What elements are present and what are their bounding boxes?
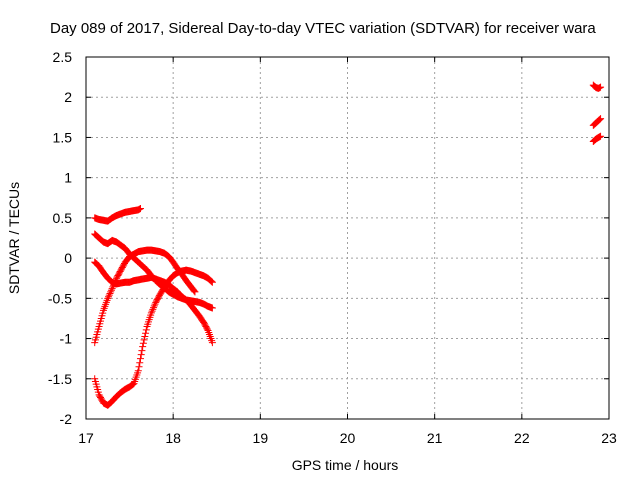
data-point bbox=[135, 363, 143, 371]
data-point bbox=[208, 278, 216, 286]
series-arc-1 bbox=[91, 205, 144, 225]
chart-title: Day 089 of 2017, Sidereal Day-to-day VTE… bbox=[50, 20, 596, 37]
data-point bbox=[151, 300, 159, 308]
data-point bbox=[111, 278, 119, 286]
data-point bbox=[140, 336, 148, 344]
data-point bbox=[104, 294, 112, 302]
x-tick-label: 22 bbox=[514, 430, 530, 446]
y-tick-label: -0.5 bbox=[48, 290, 72, 306]
data-point bbox=[147, 309, 155, 317]
series-arc-4 bbox=[91, 246, 199, 347]
data-point bbox=[150, 304, 158, 312]
data-point bbox=[148, 307, 156, 315]
series-arc-5 bbox=[91, 266, 216, 409]
y-tick-label: 1.5 bbox=[53, 129, 73, 145]
data-points bbox=[91, 81, 605, 409]
data-point bbox=[149, 305, 157, 313]
y-tick-label: 1 bbox=[64, 170, 72, 186]
y-tick-label: 0 bbox=[64, 250, 72, 266]
x-tick-label: 19 bbox=[253, 430, 269, 446]
data-point bbox=[596, 115, 604, 123]
data-point bbox=[137, 351, 145, 359]
y-tick-label: -1 bbox=[60, 331, 73, 347]
data-point bbox=[142, 326, 150, 334]
data-point bbox=[134, 367, 142, 375]
data-point bbox=[142, 329, 150, 337]
data-point bbox=[107, 288, 115, 296]
data-point bbox=[208, 339, 216, 347]
data-point bbox=[597, 83, 605, 91]
data-point bbox=[150, 302, 158, 310]
axis-ticks: 17 18 19 20 21 22 23 -2 -1.5 -1 -0.5 0 0.5 1 1.5 2 2.5 bbox=[48, 49, 617, 446]
y-tick-label: -2 bbox=[60, 411, 73, 427]
x-tick-label: 21 bbox=[427, 430, 443, 446]
data-point bbox=[597, 115, 605, 123]
data-point bbox=[138, 347, 146, 355]
y-tick-label: -1.5 bbox=[48, 371, 72, 387]
x-tick-label: 20 bbox=[340, 430, 356, 446]
data-point bbox=[139, 343, 147, 351]
data-point bbox=[136, 359, 144, 367]
data-point bbox=[139, 339, 147, 347]
data-point bbox=[109, 283, 117, 291]
data-point bbox=[208, 278, 216, 286]
y-tick-label: 0.5 bbox=[53, 210, 73, 226]
grid-lines bbox=[86, 57, 609, 419]
data-point bbox=[203, 325, 211, 333]
data-point bbox=[110, 281, 118, 289]
y-tick-label: 2.5 bbox=[53, 49, 73, 65]
data-point bbox=[106, 290, 114, 298]
y-axis-label: SDTVAR / TECUs bbox=[6, 182, 22, 294]
series-arc-8 bbox=[589, 132, 605, 145]
data-point bbox=[105, 293, 113, 301]
data-point bbox=[107, 286, 115, 294]
data-point bbox=[597, 132, 605, 140]
x-tick-label: 18 bbox=[165, 430, 181, 446]
data-point bbox=[208, 304, 216, 312]
series-arc-6 bbox=[589, 81, 605, 92]
x-tick-label: 23 bbox=[601, 430, 617, 446]
data-point bbox=[136, 205, 144, 213]
x-tick-label: 17 bbox=[78, 430, 94, 446]
series-arc-7 bbox=[589, 115, 605, 129]
x-axis-label: GPS time / hours bbox=[292, 457, 399, 473]
data-point bbox=[141, 333, 149, 341]
data-point bbox=[136, 355, 144, 363]
data-point bbox=[112, 276, 120, 284]
data-point bbox=[105, 291, 113, 299]
data-point bbox=[191, 288, 199, 296]
data-point bbox=[207, 277, 215, 285]
data-point bbox=[108, 285, 116, 293]
data-point bbox=[110, 279, 118, 287]
data-point bbox=[190, 287, 198, 295]
y-tick-label: 2 bbox=[64, 89, 72, 105]
data-point bbox=[595, 116, 603, 124]
